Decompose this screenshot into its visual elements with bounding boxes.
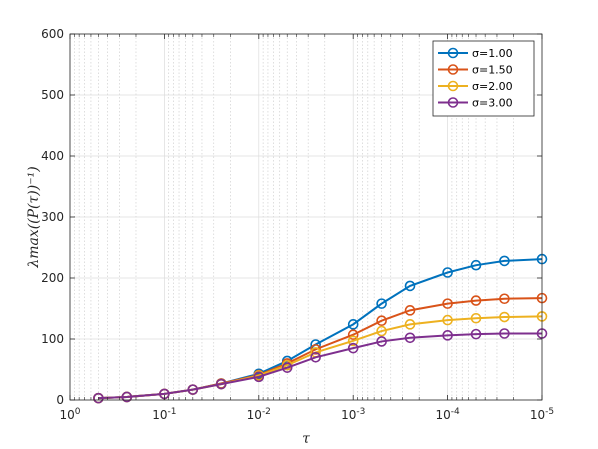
data-point <box>187 384 199 395</box>
legend-marker <box>447 64 459 75</box>
data-point <box>470 295 482 306</box>
legend-entry: σ=2.00 <box>438 80 513 93</box>
x-tick-label: 10-2 <box>247 407 271 422</box>
legend-label: σ=3.00 <box>472 97 513 110</box>
y-tick-label: 100 <box>41 332 64 346</box>
data-point <box>121 391 133 403</box>
data-point <box>93 392 104 404</box>
legend-entry: σ=3.00 <box>438 97 513 110</box>
y-tick-label: 500 <box>41 88 64 102</box>
x-axis-label: τ <box>302 431 310 447</box>
data-point <box>404 319 416 330</box>
data-point <box>442 314 453 326</box>
legend-label: σ=1.50 <box>472 64 513 77</box>
data-point <box>470 312 482 324</box>
data-point <box>310 351 321 363</box>
legend-label: σ=2.00 <box>472 80 513 93</box>
data-point <box>376 315 387 327</box>
data-point <box>470 328 482 340</box>
data-point <box>310 344 321 355</box>
series-layer <box>93 253 548 404</box>
data-point <box>499 255 510 267</box>
y-tick-label: 400 <box>41 149 64 163</box>
x-tick-label: 10-3 <box>341 407 365 422</box>
data-point <box>376 336 387 347</box>
y-tick-label: 600 <box>41 27 64 41</box>
x-tick-label: 10-5 <box>530 407 554 422</box>
data-point <box>404 280 416 292</box>
y-tick-label: 0 <box>56 393 64 407</box>
legend-marker <box>447 47 459 59</box>
data-point <box>347 342 359 354</box>
data-point <box>215 378 227 390</box>
data-point <box>404 305 416 316</box>
data-point <box>347 329 359 341</box>
data-point <box>442 298 453 309</box>
legend: σ=1.00 σ=1.50 σ=2.00 σ=3.00 <box>432 40 535 117</box>
ticks: 100 10-1 10-2 10-3 10-4 10-501002003004005006… <box>41 27 554 422</box>
legend-entry: σ=1.50 <box>438 64 513 77</box>
x-tick-label: 100 <box>59 407 80 422</box>
data-point <box>347 335 359 347</box>
data-point <box>253 371 265 383</box>
legend-marker <box>447 97 459 108</box>
data-point <box>442 330 453 341</box>
data-point <box>499 328 510 339</box>
x-tick-label: 10-4 <box>435 407 460 422</box>
data-point <box>442 267 453 278</box>
data-point <box>281 362 293 373</box>
series-line <box>98 332 542 400</box>
legend-entry: σ=1.00 <box>438 47 513 60</box>
legend-marker <box>447 80 459 92</box>
y-axis-label: λmax((P(τ))⁻¹) <box>26 166 42 268</box>
data-point <box>499 293 510 305</box>
x-tick-label: 10-1 <box>152 407 176 422</box>
y-tick-label: 300 <box>41 210 64 224</box>
data-point <box>470 259 482 271</box>
data-point <box>347 319 359 330</box>
series-4 <box>93 328 548 404</box>
data-point <box>376 325 387 337</box>
data-point <box>376 298 387 309</box>
data-point <box>499 311 510 323</box>
y-tick-label: 200 <box>41 271 64 285</box>
legend-label: σ=1.00 <box>472 47 513 60</box>
data-point <box>404 332 416 344</box>
